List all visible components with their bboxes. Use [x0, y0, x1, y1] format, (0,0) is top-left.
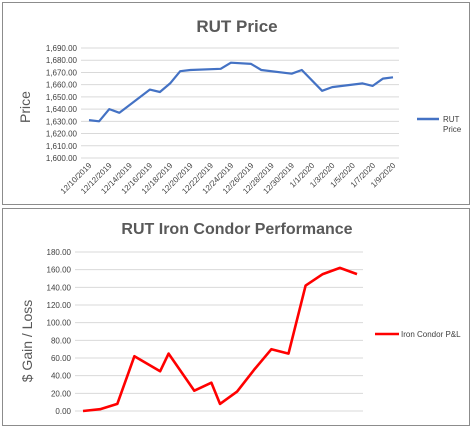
- y-tick-label: 1,620.00: [46, 130, 78, 139]
- gridlines: [81, 47, 399, 159]
- y-axis-label: Price: [17, 91, 33, 123]
- rut-price-chart-svg: RUT Price Price 1,600.00 1,610.00 1,620.00…: [17, 17, 462, 196]
- y-tick-label: 1,640.00: [46, 105, 78, 114]
- y-tick-label: 160.00: [47, 266, 72, 275]
- y-tick-label: 20.00: [51, 389, 72, 398]
- y-tick-label: 1,670.00: [46, 68, 78, 77]
- iron-condor-chart: RUT Iron Condor Performance $ Gain / Los…: [2, 208, 470, 426]
- y-tick-label: 180.00: [47, 248, 72, 257]
- y-tick-label: 60.00: [51, 354, 72, 363]
- rut-price-chart: RUT Price Price 1,600.00 1,610.00 1,620.00…: [2, 2, 470, 205]
- y-tick-label: 40.00: [51, 372, 72, 381]
- legend-label: RUT: [443, 115, 460, 124]
- y-tick-label: 1,680.00: [46, 56, 78, 65]
- y-tick-label: 1,650.00: [46, 93, 78, 102]
- chart-title: RUT Price: [196, 17, 277, 36]
- chart-title: RUT Iron Condor Performance: [121, 221, 352, 238]
- y-tick-label: 1,600.00: [46, 154, 78, 163]
- y-tick-label: 0.00: [55, 407, 71, 416]
- y-tick-label: 100.00: [47, 319, 72, 328]
- series-line-rut-price: [88, 61, 394, 123]
- iron-condor-chart-svg: RUT Iron Condor Performance $ Gain / Los…: [19, 221, 461, 416]
- series-line-iron-condor-pnl: [82, 266, 358, 413]
- plot-area: [88, 61, 394, 123]
- legend: Iron Condor P&L: [375, 330, 461, 339]
- legend-label: Price: [443, 125, 462, 134]
- y-tick-label: 1,610.00: [46, 142, 78, 151]
- y-tick-labels: 0.00 20.00 40.00 60.00 80.00 100.00 120.00 140.…: [47, 248, 72, 416]
- y-tick-label: 1,690.00: [46, 44, 78, 53]
- gridlines: [75, 251, 363, 412]
- y-tick-label: 80.00: [51, 336, 72, 345]
- y-tick-label: 1,630.00: [46, 117, 78, 126]
- y-tick-labels: 1,600.00 1,610.00 1,620.00 1,630.00 1,640.00…: [46, 44, 78, 163]
- plot-area: [82, 266, 358, 413]
- y-tick-label: 1,660.00: [46, 81, 78, 90]
- legend-label: Iron Condor P&L: [401, 330, 461, 339]
- x-tick-labels: 12/10/201912/12/201912/14/201912/16/2019…: [59, 161, 398, 196]
- y-tick-label: 120.00: [47, 301, 72, 310]
- y-tick-label: 140.00: [47, 283, 72, 292]
- y-axis-label: $ Gain / Loss: [19, 300, 35, 383]
